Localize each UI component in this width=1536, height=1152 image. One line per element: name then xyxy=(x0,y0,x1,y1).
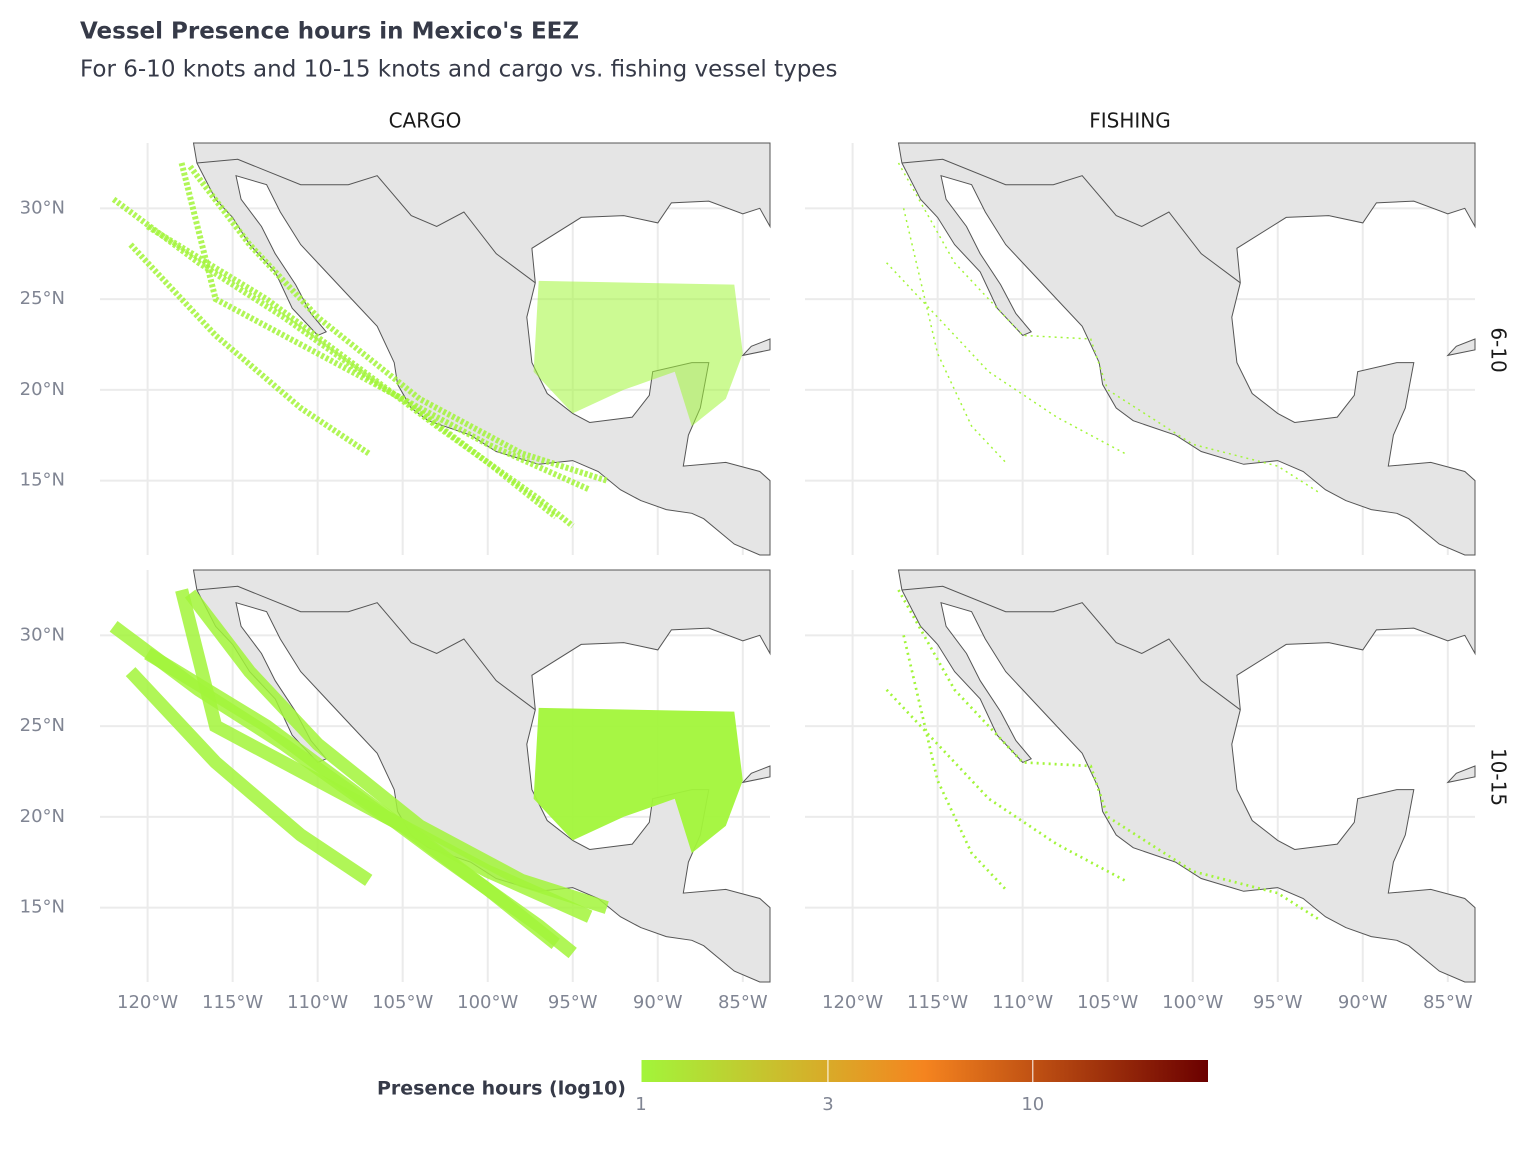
vessel-track xyxy=(184,589,609,914)
title: Vessel Presence hours in Mexico's EEZ xyxy=(80,19,579,45)
land xyxy=(192,569,771,983)
x-tick-label: 95°W xyxy=(1253,992,1303,1013)
vessel-track xyxy=(146,223,575,529)
x-tick-label: 110°W xyxy=(992,992,1053,1013)
legend-title: Presence hours (log10) xyxy=(377,1078,626,1100)
vessel-area xyxy=(533,707,743,854)
vessel-track xyxy=(125,667,373,886)
colorbar xyxy=(641,1060,1208,1082)
vessel-track xyxy=(187,164,608,484)
facet-label: FISHING xyxy=(1089,109,1171,133)
panel xyxy=(100,142,771,556)
x-tick-label: 100°W xyxy=(1162,992,1223,1013)
y-tick-label: 20°N xyxy=(20,806,65,827)
facet-label: 10-15 xyxy=(1487,748,1511,806)
land xyxy=(897,142,1476,556)
y-tick-label: 20°N xyxy=(20,379,65,400)
border xyxy=(901,158,1241,284)
land xyxy=(741,338,771,357)
y-tick-label: 30°N xyxy=(20,624,65,645)
y-tick-label: 15°N xyxy=(20,897,65,918)
subtitle: For 6-10 knots and 10-15 knots and cargo… xyxy=(80,57,837,83)
x-tick-label: 105°W xyxy=(372,992,433,1013)
legend-tick-label: 1 xyxy=(635,1094,646,1115)
vessel-track xyxy=(111,196,591,493)
facet-label: CARGO xyxy=(389,109,462,133)
land xyxy=(741,765,771,784)
y-tick-label: 25°N xyxy=(20,288,65,309)
border xyxy=(196,585,536,711)
x-tick-label: 90°W xyxy=(633,992,683,1013)
y-tick-label: 30°N xyxy=(20,197,65,218)
legend-tick-label: 10 xyxy=(1021,1094,1044,1115)
x-tick-label: 85°W xyxy=(1423,992,1473,1013)
land xyxy=(897,569,1476,983)
y-tick-label: 25°N xyxy=(20,715,65,736)
land xyxy=(192,142,771,556)
vessel-track xyxy=(902,208,1007,463)
x-tick-label: 105°W xyxy=(1077,992,1138,1013)
x-tick-label: 120°W xyxy=(822,992,883,1013)
facet-label: 6-10 xyxy=(1487,327,1511,372)
vessel-area xyxy=(533,280,743,427)
x-tick-label: 85°W xyxy=(718,992,768,1013)
x-tick-label: 115°W xyxy=(907,992,968,1013)
vessel-track xyxy=(128,242,371,456)
vessel-track xyxy=(178,162,558,520)
panel xyxy=(805,569,1476,983)
land xyxy=(1446,338,1476,357)
y-tick-label: 15°N xyxy=(20,470,65,491)
x-tick-label: 115°W xyxy=(202,992,263,1013)
x-tick-label: 95°W xyxy=(548,992,598,1013)
land xyxy=(1446,765,1476,784)
panel xyxy=(100,569,771,983)
border xyxy=(901,585,1241,711)
x-tick-label: 110°W xyxy=(287,992,348,1013)
x-tick-label: 100°W xyxy=(457,992,518,1013)
border xyxy=(196,158,536,284)
panel xyxy=(805,142,1476,556)
vessel-track xyxy=(902,634,1007,891)
vessel-track xyxy=(175,588,560,950)
legend-tick-label: 3 xyxy=(822,1094,833,1115)
x-tick-label: 90°W xyxy=(1338,992,1388,1013)
x-tick-label: 120°W xyxy=(117,992,178,1013)
